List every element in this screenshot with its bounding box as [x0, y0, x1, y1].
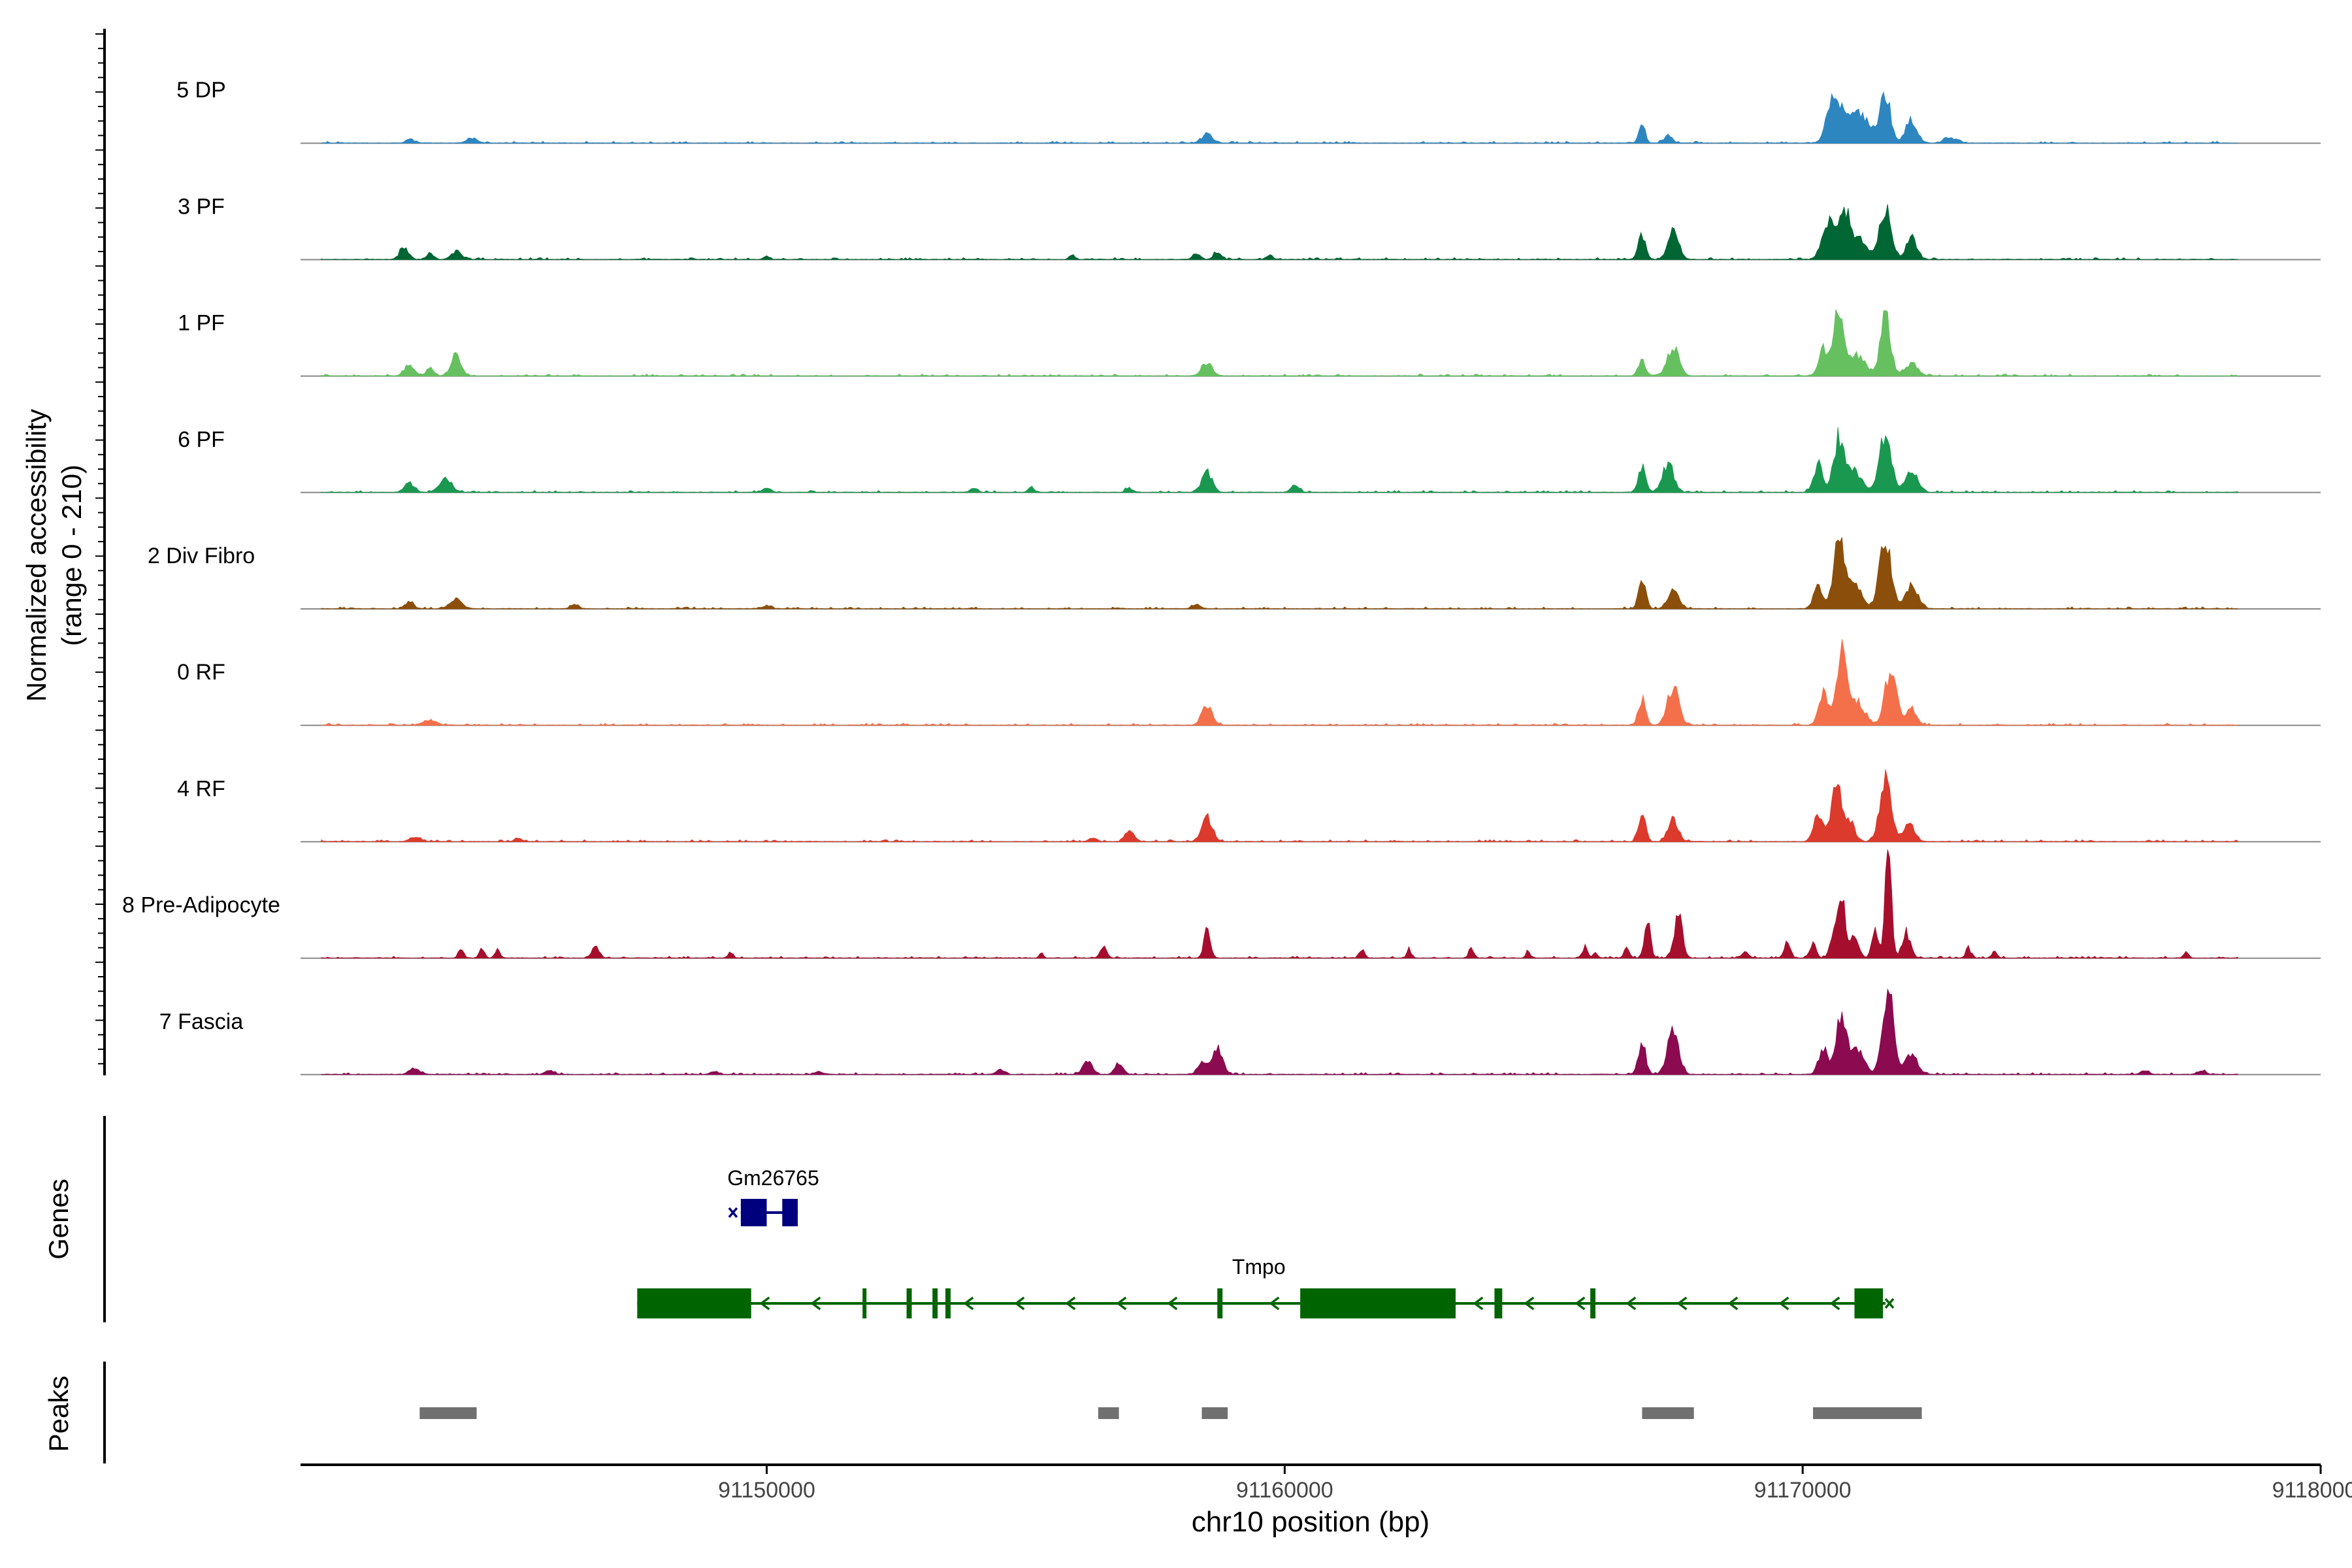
strand-chevron — [1625, 1296, 1637, 1311]
strand-chevron — [759, 1296, 770, 1311]
track-label: 2 Div Fibro — [148, 544, 255, 568]
gene-models: Gm26765 Tmpo — [637, 1166, 1895, 1318]
gene-exon — [906, 1288, 912, 1318]
y-axis-range-label: (range 0 - 210) — [56, 465, 87, 646]
peak-regions — [419, 1407, 1922, 1419]
genes-panel: Genes Gm26765 Tmpo — [43, 1116, 1895, 1322]
gene-name-label: Tmpo — [1232, 1255, 1286, 1279]
gene-exon — [637, 1288, 751, 1318]
strand-chevron — [1727, 1296, 1739, 1311]
strand-chevron — [810, 1296, 821, 1311]
track-signal — [321, 537, 2238, 610]
track-signal — [321, 427, 2238, 493]
peak-region — [1201, 1407, 1228, 1419]
x-axis-label: chr10 position (bp) — [1192, 1506, 1429, 1538]
gene-exon — [862, 1288, 867, 1318]
track-7-fascia: 7 Fascia — [159, 988, 2321, 1075]
gene-exon — [1590, 1288, 1596, 1318]
track-label: 8 Pre-Adipocyte — [122, 893, 280, 918]
peak-region — [419, 1407, 477, 1419]
track-0-rf: 0 RF — [177, 639, 2321, 727]
gene-name-label: Gm26765 — [727, 1166, 819, 1190]
gene-exon — [1494, 1288, 1503, 1318]
track-5-dp: 5 DP — [176, 78, 2321, 144]
peak-region — [1813, 1407, 1922, 1419]
gene-tss-mark — [1884, 1298, 1895, 1309]
track-signal — [321, 204, 2238, 260]
x-axis-ticks: 91150000 91160000 91170000 91180000 — [718, 1465, 2352, 1503]
x-tick-label: 91160000 — [1236, 1478, 1333, 1503]
track-signal — [321, 91, 2238, 144]
x-tick-label: 91180000 — [2272, 1478, 2352, 1503]
strand-chevron — [1524, 1296, 1535, 1311]
gene-exon — [1854, 1288, 1884, 1318]
track-label: 0 RF — [177, 660, 225, 685]
strand-chevron — [1014, 1296, 1025, 1311]
gene-exon — [1217, 1288, 1223, 1318]
track-label: 5 DP — [176, 78, 226, 103]
coverage-y-ticks — [95, 33, 105, 1065]
gene-tmpo: Tmpo — [637, 1255, 1895, 1318]
strand-chevron — [1829, 1296, 1840, 1311]
gene-gm26765: Gm26765 — [727, 1166, 819, 1226]
track-4-rf: 4 RF — [177, 769, 2321, 843]
track-signal — [321, 849, 2238, 959]
peak-region — [1642, 1407, 1694, 1419]
track-label: 4 RF — [177, 776, 225, 801]
strand-chevron — [963, 1296, 974, 1311]
track-label: 3 PF — [178, 194, 225, 219]
gene-exon — [932, 1288, 938, 1318]
peaks-panel-label: Peaks — [43, 1376, 74, 1452]
track-label: 6 PF — [178, 427, 225, 452]
track-8-pre-adipocyte: 8 Pre-Adipocyte — [122, 849, 2321, 959]
coverage-tracks: 5 DP 3 PF 1 PF 6 PF 2 Div Fibro 0 RF 4 RF 8 Pre… — [122, 78, 2321, 1075]
track-signal — [321, 309, 2238, 377]
track-signal — [321, 988, 2238, 1075]
strand-chevron — [1575, 1296, 1586, 1311]
coverage-y-axis — [95, 29, 106, 1075]
strand-chevron — [1065, 1296, 1076, 1311]
peaks-panel: Peaks — [43, 1362, 1922, 1463]
y-axis-label: Normalized accessibility — [21, 409, 52, 702]
strand-chevron — [1473, 1296, 1484, 1311]
peak-region — [1098, 1407, 1119, 1419]
track-label: 1 PF — [178, 311, 225, 336]
strand-chevron — [1778, 1296, 1789, 1311]
gene-exon — [1300, 1288, 1456, 1318]
strand-chevron — [1676, 1296, 1688, 1311]
strand-chevron — [1167, 1296, 1178, 1311]
strand-chevron — [1269, 1296, 1280, 1311]
track-3-pf: 3 PF — [178, 194, 2321, 261]
track-1-pf: 1 PF — [178, 309, 2321, 377]
strand-chevron — [1116, 1296, 1127, 1311]
track-6-pf: 6 PF — [178, 427, 2321, 493]
x-tick-label: 91150000 — [718, 1478, 815, 1503]
x-tick-label: 91170000 — [1754, 1478, 1852, 1503]
track-label: 7 Fascia — [159, 1009, 244, 1034]
track-signal — [321, 639, 2238, 726]
gene-exon — [945, 1288, 951, 1318]
track-2-div-fibro: 2 Div Fibro — [148, 537, 2321, 610]
gene-exon — [782, 1199, 798, 1226]
gene-exon — [740, 1199, 767, 1226]
genes-panel-label: Genes — [43, 1179, 74, 1260]
x-axis: 91150000 91160000 91170000 91180000 chr10 p… — [301, 1463, 2352, 1538]
track-signal — [321, 769, 2238, 842]
gene-tss-mark — [728, 1207, 738, 1218]
